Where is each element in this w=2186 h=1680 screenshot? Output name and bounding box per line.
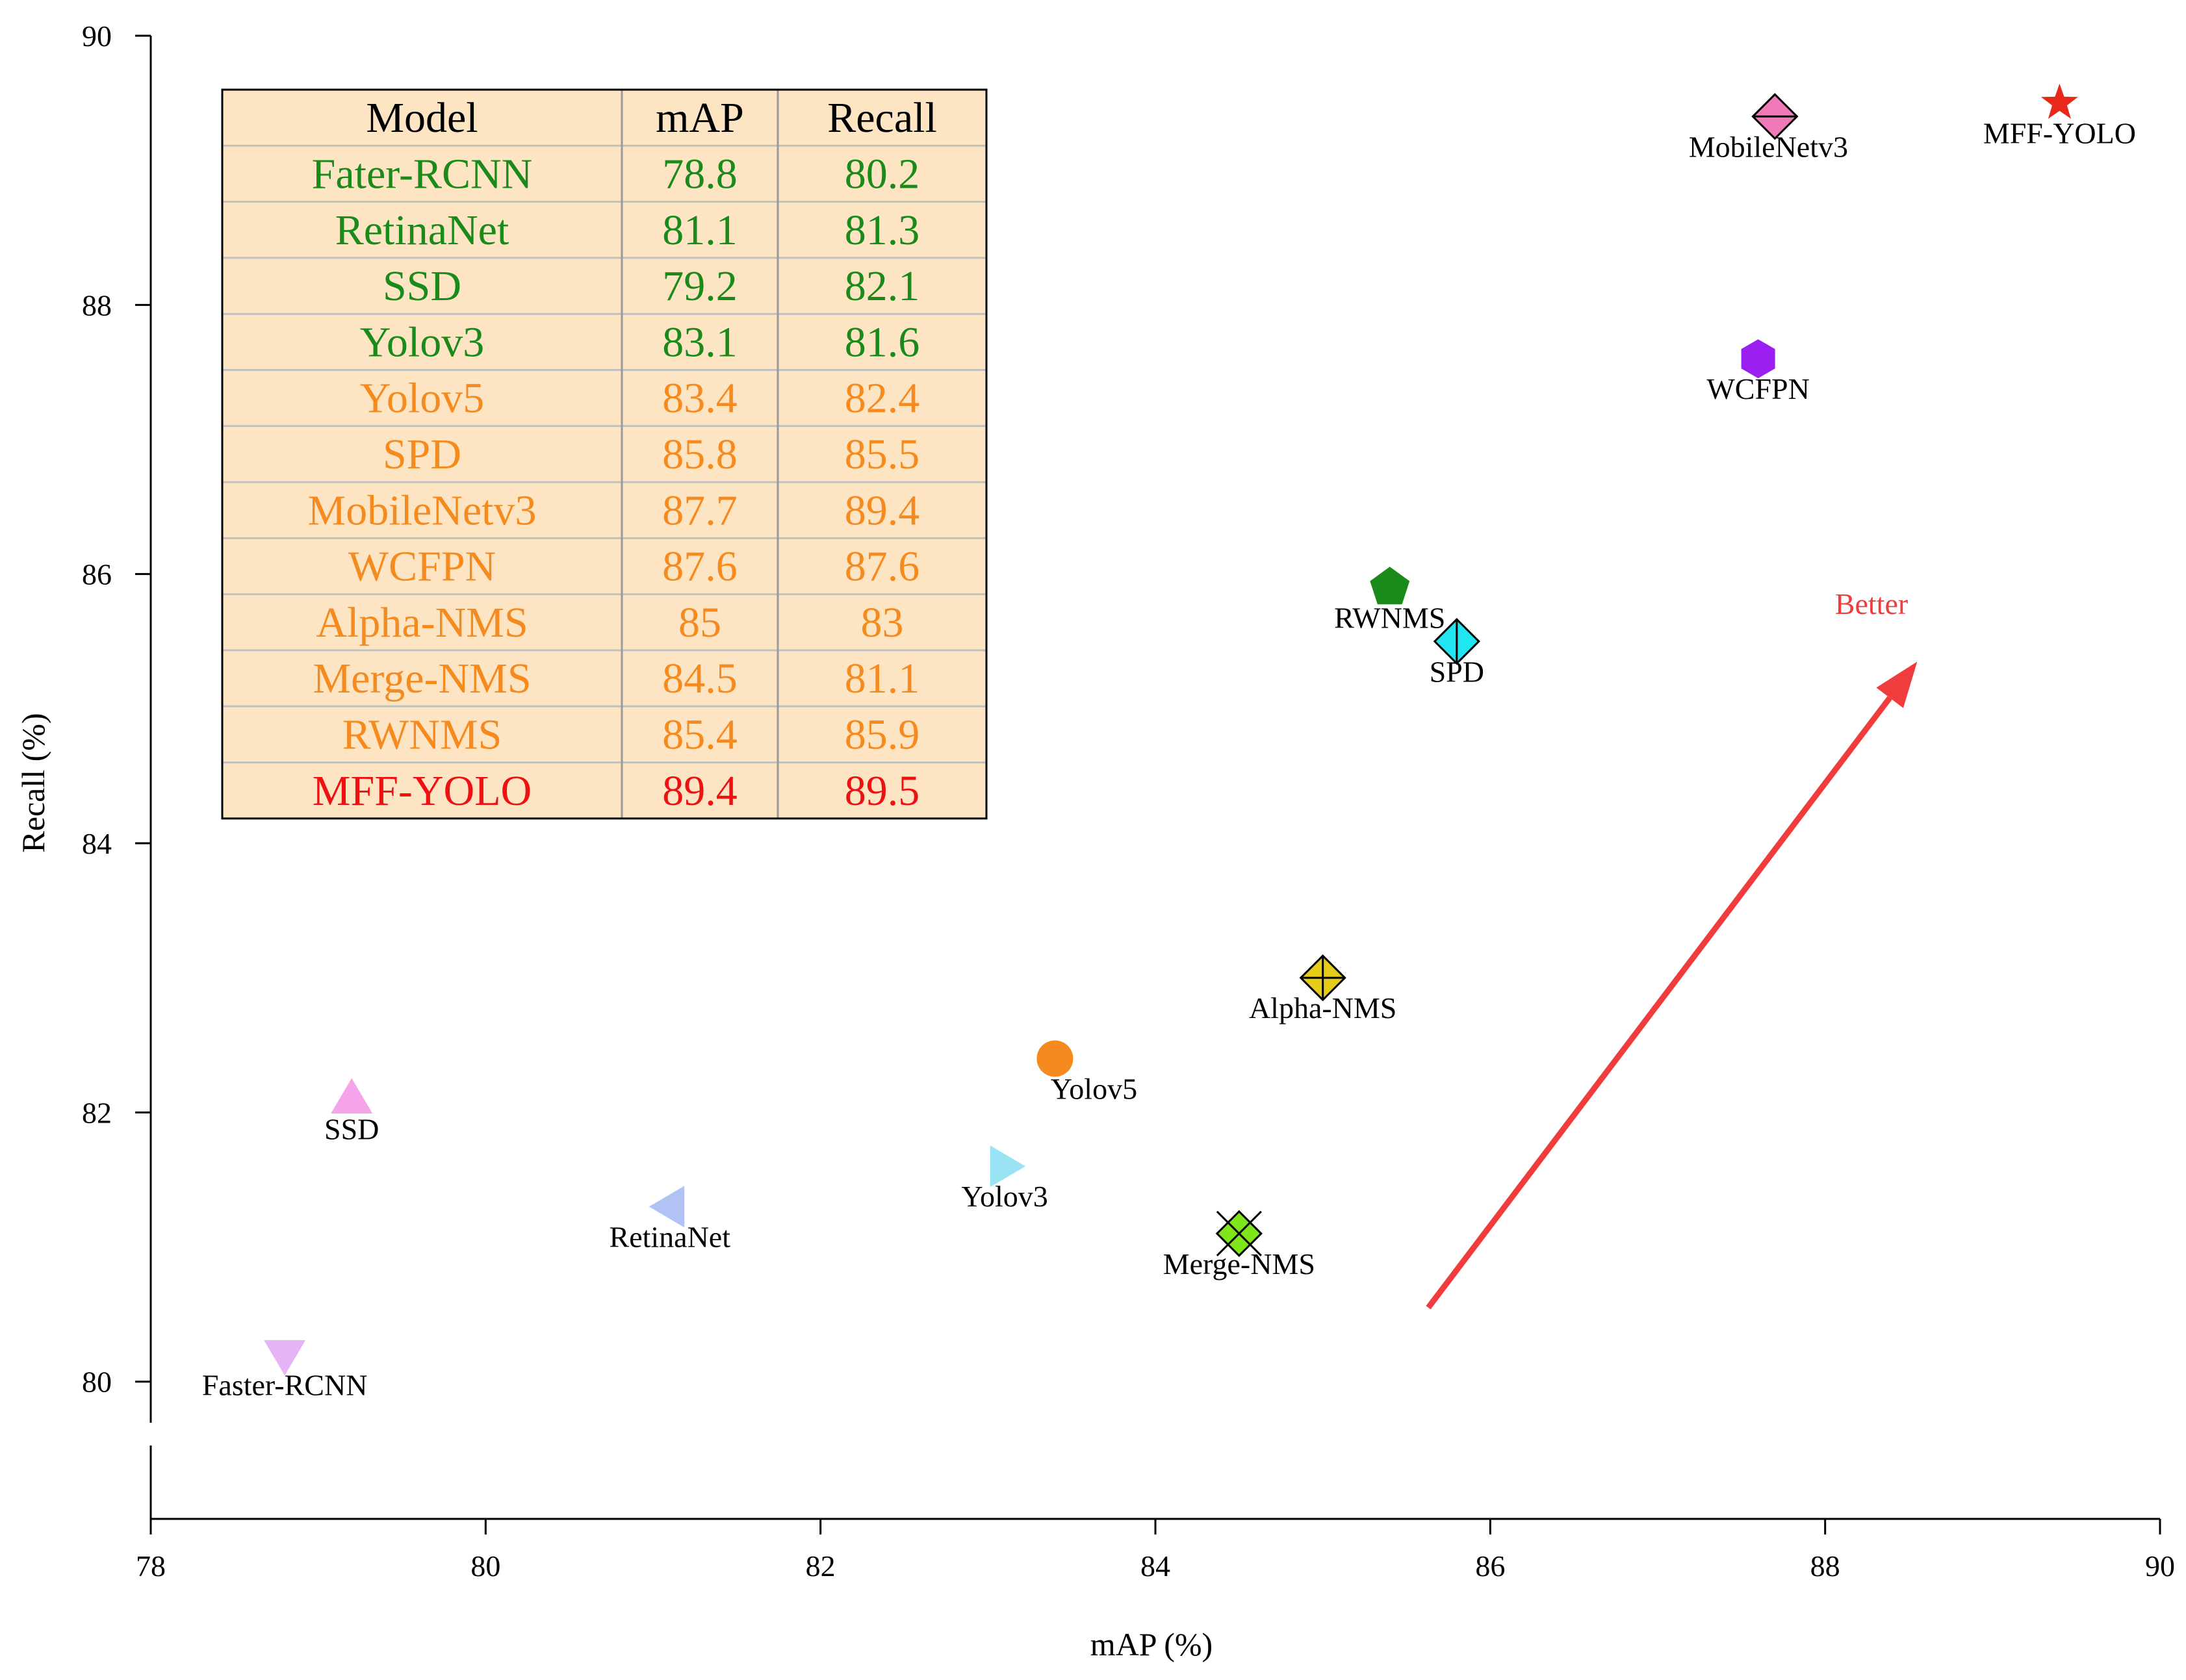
table-cell: 81.1 [662, 207, 738, 254]
table-cell: 78.8 [662, 150, 738, 197]
table-cell: 85.9 [845, 711, 920, 758]
point-yolov3-label: Yolov3 [961, 1180, 1048, 1213]
table-cell: 81.3 [845, 207, 920, 254]
x-tick-label: 82 [806, 1549, 836, 1583]
x-tick-label: 80 [470, 1549, 500, 1583]
point-ssd: SSD [324, 1078, 379, 1146]
table-cell: 79.2 [662, 262, 738, 310]
point-ssd-label: SSD [324, 1113, 379, 1146]
point-rwnms-label: RWNMS [1334, 601, 1445, 634]
table-header-cell: Recall [827, 94, 937, 142]
point-yolov3-marker [990, 1145, 1026, 1188]
point-spd: SPD [1430, 618, 1484, 688]
table-cell: Merge-NMS [313, 655, 531, 702]
table-header-cell: Model [366, 94, 478, 142]
table-cell: 87.6 [662, 543, 738, 591]
point-faster-rcnn-marker [264, 1340, 306, 1376]
table-header-cell: mAP [656, 94, 744, 142]
table-cell: Fater-RCNN [312, 150, 533, 197]
table-cell: 83.1 [662, 318, 738, 366]
x-axis-label: mAP (%) [1090, 1626, 1213, 1662]
table-cell: RWNMS [342, 711, 502, 758]
point-spd-label: SPD [1430, 655, 1484, 688]
point-yolov5-marker [1036, 1040, 1074, 1077]
point-rwnms: RWNMS [1334, 566, 1445, 634]
point-mobilenetv3-label: MobileNetv3 [1689, 130, 1848, 163]
table-cell: 83.4 [662, 375, 738, 422]
table-border [221, 88, 988, 820]
x-tick-label: 86 [1475, 1549, 1505, 1583]
table-cell: Yolov3 [360, 318, 484, 366]
better-arrow-shaft [1426, 696, 1892, 1310]
axes: 78 80 82 84 86 88 90 80 82 84 86 88 90 [82, 19, 2175, 1583]
point-merge-nms-marker-line [1216, 1210, 1262, 1256]
y-tick-label: 90 [82, 19, 112, 53]
table-cell: 85.8 [662, 431, 738, 478]
point-alpha-nms: Alpha-NMS [1249, 954, 1396, 1025]
y-tick-label: 84 [82, 827, 112, 860]
point-mobilenetv3: MobileNetv3 [1689, 93, 1848, 163]
point-mff-yolo-marker [2040, 83, 2078, 119]
x-tick-label: 84 [1140, 1549, 1170, 1583]
table-cell: 84.5 [662, 655, 738, 702]
point-merge-nms-label: Merge-NMS [1163, 1247, 1315, 1280]
table-cell: 85.4 [662, 711, 738, 758]
y-axis-label: Recall (%) [15, 713, 51, 852]
point-wcfpn: WCFPN [1706, 339, 1810, 405]
table-cell: Yolov5 [360, 375, 484, 422]
table-cell: 80.2 [845, 150, 920, 197]
point-faster-rcnn-label: Faster-RCNN [202, 1368, 368, 1401]
point-yolov5: Yolov5 [1036, 1040, 1137, 1105]
point-mff-yolo-label: MFF-YOLO [1983, 117, 2136, 150]
table-cell: 82.1 [845, 262, 920, 310]
point-ssd-marker [331, 1078, 373, 1114]
point-wcfpn-label: WCFPN [1706, 372, 1809, 405]
y-tick-label: 82 [82, 1096, 112, 1129]
point-yolov3: Yolov3 [961, 1145, 1048, 1213]
point-alpha-nms-label: Alpha-NMS [1249, 991, 1396, 1025]
table-cell: Alpha-NMS [316, 599, 528, 646]
x-tick-label: 88 [1810, 1549, 1840, 1583]
table-cell: 87.6 [845, 543, 920, 591]
x-tick-label: 90 [2145, 1549, 2175, 1583]
table-cell: 83 [861, 599, 904, 646]
table-cell: 82.4 [845, 375, 920, 422]
table-cell: 87.7 [662, 487, 738, 534]
point-mff-yolo: MFF-YOLO [1983, 83, 2136, 150]
better-arrow: Better [1426, 587, 1918, 1310]
y-tick-label: 80 [82, 1366, 112, 1399]
better-label: Better [1835, 587, 1908, 620]
table-cell: MFF-YOLO [313, 767, 532, 815]
table-cell: 89.4 [845, 487, 920, 534]
y-tick-label: 88 [82, 288, 112, 322]
table-cell: 81.6 [845, 318, 920, 366]
point-rwnms-marker [1370, 566, 1410, 605]
data-points: Faster-RCNNRetinaNetSSDYolov3Yolov5SPDMo… [202, 83, 2136, 1401]
point-retinanet-marker [649, 1186, 685, 1228]
x-tick-label: 78 [136, 1549, 166, 1583]
table-cell: RetinaNet [335, 207, 509, 254]
y-tick-label: 86 [82, 558, 112, 591]
table-cell: 81.1 [845, 655, 920, 702]
table-cell: 89.4 [662, 767, 738, 815]
results-table: Model mAP Recall Fater-RCNN 78.8 80.2 RetinaNe… [221, 88, 988, 820]
table-cell: 85 [678, 599, 721, 646]
table-background [222, 90, 986, 819]
point-merge-nms: Merge-NMS [1163, 1210, 1315, 1280]
table-cell: 89.5 [845, 767, 920, 815]
point-retinanet-label: RetinaNet [610, 1220, 731, 1253]
table-cell: SSD [383, 262, 461, 310]
table-cell: 85.5 [845, 431, 920, 478]
point-wcfpn-marker [1741, 339, 1775, 379]
table-cell: SPD [383, 431, 461, 478]
point-retinanet: RetinaNet [610, 1186, 731, 1253]
table-cell: WCFPN [348, 543, 496, 591]
point-yolov5-label: Yolov5 [1051, 1072, 1137, 1105]
point-faster-rcnn: Faster-RCNN [202, 1340, 368, 1401]
table-cell: MobileNetv3 [308, 487, 537, 534]
better-arrow-head [1876, 661, 1918, 708]
